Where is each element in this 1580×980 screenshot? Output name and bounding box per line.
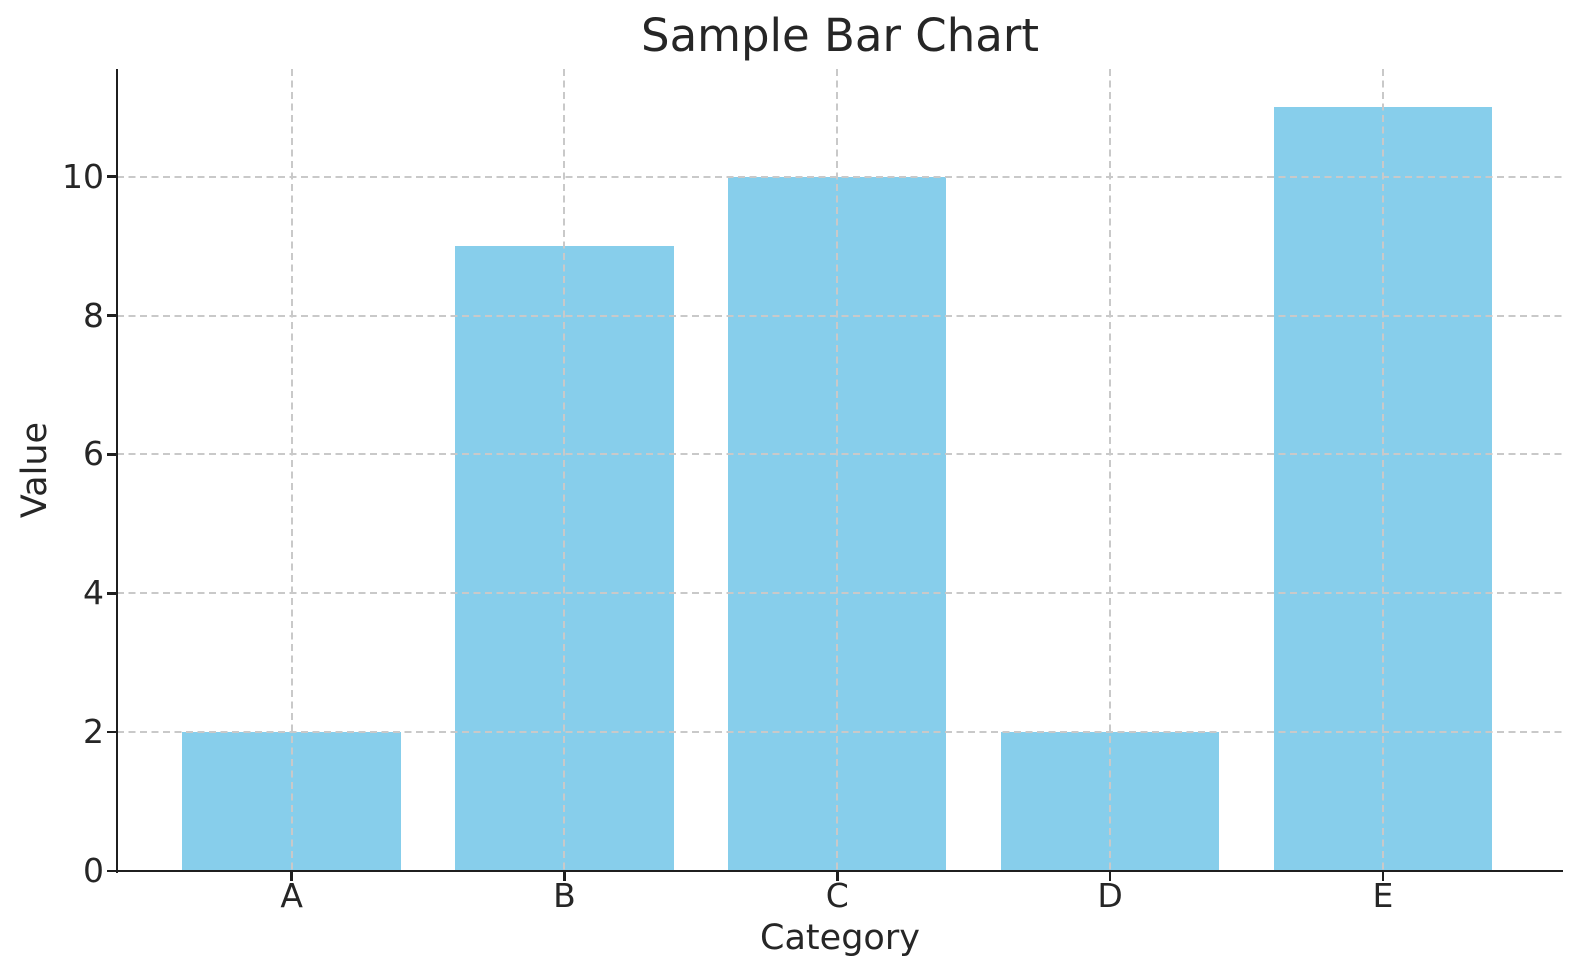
x-tick-label-D: D [1097,876,1123,915]
plot-area [117,69,1563,871]
gridline-h-10 [117,175,1563,178]
y-tick-label-6: 6 [83,434,104,474]
x-tick-mark-C [836,871,839,881]
x-tick-label-C: C [825,876,849,915]
y-tick-mark-6 [106,453,116,456]
x-tick-label-E: E [1372,876,1394,915]
gridline-v-C [836,69,839,871]
gridline-h-2 [117,731,1563,734]
x-tick-mark-E [1381,871,1385,881]
x-tick-label-B: B [553,876,576,915]
y-tick-label-8: 8 [83,295,104,335]
gridline-v-B [563,69,566,871]
y-tick-mark-8 [106,314,116,317]
y-tick-label-2: 2 [83,712,104,752]
y-tick-label-10: 10 [62,156,104,196]
x-axis-spine [115,869,1563,872]
y-tick-mark-2 [106,730,116,734]
y-tick-mark-0 [106,869,116,873]
gridline-h-6 [117,453,1563,456]
y-tick-label-0: 0 [83,851,104,890]
y-tick-mark-4 [106,592,116,595]
gridline-h-8 [117,314,1563,317]
y-tick-label-4: 4 [83,573,104,613]
gridline-v-E [1381,69,1384,871]
gridline-v-D [1109,69,1112,871]
x-tick-label-A: A [280,876,303,915]
chart-title: Sample Bar Chart [641,9,1039,62]
y-tick-mark-10 [106,175,116,178]
gridline-h-4 [117,592,1563,595]
x-tick-mark-D [1108,871,1112,881]
x-tick-mark-B [563,871,566,881]
x-tick-mark-A [290,871,293,881]
x-axis-label: Category [760,918,920,958]
gridline-v-A [290,69,293,871]
y-axis-spine [115,69,118,873]
